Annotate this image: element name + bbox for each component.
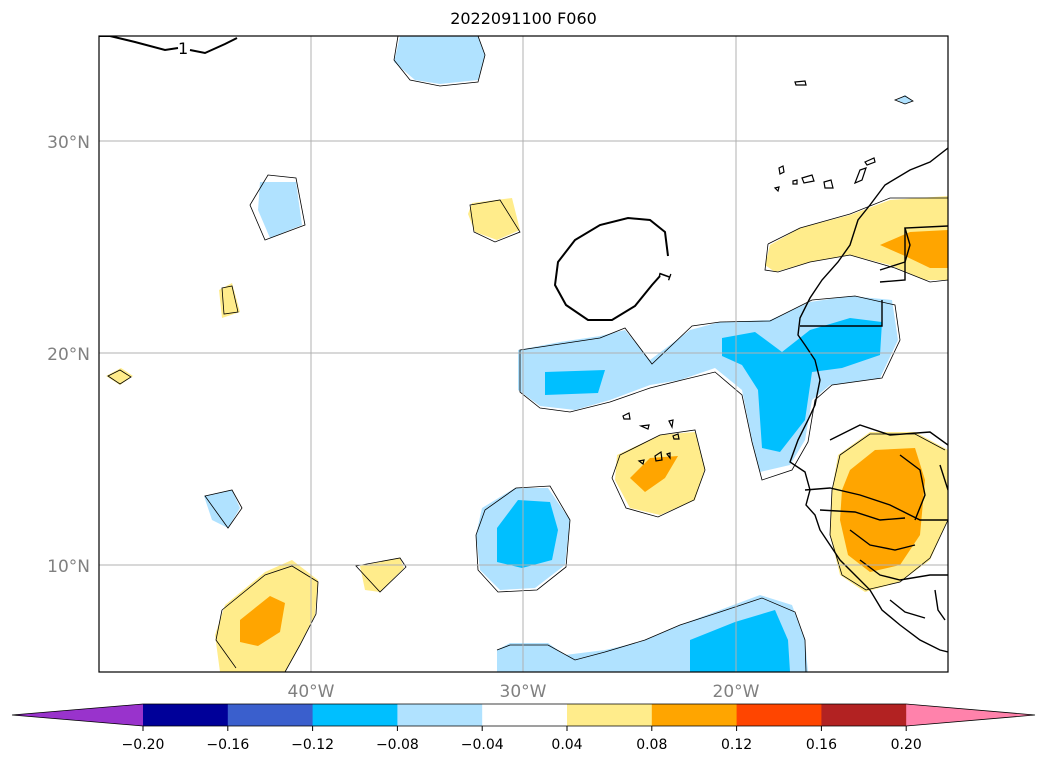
pos-anomaly-area [360, 558, 404, 592]
strong-pos-anomaly-area [840, 448, 925, 572]
colorbar-tick-label: 0.12 [721, 737, 752, 753]
colorbar-tick-label: −0.12 [291, 737, 334, 753]
colorbar-extend-low [12, 704, 143, 726]
colorbar-tick-label: 0.20 [891, 737, 922, 753]
strong-pos-anomaly-area [240, 596, 285, 646]
pos-anomaly-area [765, 196, 948, 280]
neg-anomaly-area [204, 490, 240, 528]
neg-anomaly-area [258, 182, 302, 238]
colorbar-segment [567, 704, 653, 726]
strong-pos-anomaly-area [630, 456, 678, 492]
colorbar-segment [143, 704, 229, 726]
colorbar-segment [651, 704, 738, 726]
colorbar-segment [736, 704, 822, 726]
map-frame [98, 35, 949, 673]
colorbar-segment [227, 704, 314, 726]
pos-anomaly-area [106, 368, 133, 385]
colorbar-tick-label: −0.04 [461, 737, 504, 753]
colorbar-segment [821, 704, 907, 726]
colorbar-tick-label: −0.16 [206, 737, 249, 753]
thick-contours [99, 36, 669, 321]
lat-label: 30°N [47, 133, 90, 153]
islands [622, 80, 876, 466]
lat-label: 20°N [47, 345, 90, 365]
lon-label: 40°W [288, 682, 335, 702]
neg-anomaly-area [897, 95, 913, 104]
lon-label: 30°W [500, 682, 547, 702]
strong-pos-anomaly-area [880, 230, 948, 268]
strong-neg-anomaly-area [497, 500, 558, 568]
contour-label: 1 [178, 39, 188, 58]
lat-label: 10°N [47, 557, 90, 577]
colorbar-tick-label: 0.08 [636, 737, 667, 753]
colorbar: −0.20 −0.16 −0.12 −0.08 −0.04 0.04 0.08 0.12 0.1… [11, 703, 1036, 753]
graticule [99, 36, 948, 672]
contour-label: 1 [654, 268, 675, 284]
strong-neg-anomaly-area [545, 370, 605, 395]
colorbar-segment [482, 704, 568, 726]
colorbar-extend-high [906, 704, 1035, 726]
coastlines [789, 147, 948, 653]
colorbar-tick-label: −0.20 [122, 737, 165, 753]
colorbar-tick-label: 0.16 [806, 737, 837, 753]
strong-neg-anomaly-area [722, 318, 882, 452]
neg-anomaly-area [394, 36, 485, 84]
colorbar-tick-label: 0.04 [551, 737, 582, 753]
colorbar-segment [312, 704, 398, 726]
field-fills: 1 1 [99, 36, 948, 672]
pos-anomaly-area [219, 283, 240, 318]
strong-neg-anomaly-area [690, 610, 790, 672]
lon-label: 20°W [713, 682, 760, 702]
colorbar-tick-label: −0.08 [376, 737, 419, 753]
colorbar-segment [397, 704, 483, 726]
thin-contours [107, 36, 948, 672]
plot-title: 2022091100 F060 [450, 9, 597, 28]
pos-anomaly-area [468, 198, 520, 240]
